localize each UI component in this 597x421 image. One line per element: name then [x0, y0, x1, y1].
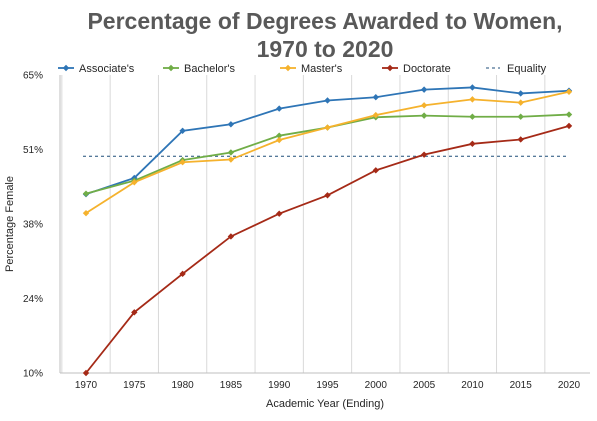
- legend-item-master-s: Master's: [280, 63, 343, 75]
- legend-label: Bachelor's: [184, 63, 236, 75]
- data-point: [324, 97, 331, 104]
- plot-area: 65% 51% 38% 24% 10% 1970 1975 1980 1985 1990 1995…: [23, 71, 590, 391]
- y-tick-label: 24%: [23, 294, 43, 305]
- data-point: [372, 167, 379, 174]
- legend-item-associate-s: Associate's: [58, 63, 135, 75]
- data-point: [82, 209, 90, 217]
- legend-label: Equality: [507, 63, 547, 75]
- x-tick-label: 2015: [510, 380, 533, 391]
- data-point: [82, 369, 90, 377]
- data-point: [469, 113, 476, 120]
- legend-marker: [167, 64, 175, 72]
- x-tick-label: 2000: [365, 380, 388, 391]
- x-tick-label: 1990: [268, 380, 291, 391]
- legend-marker: [62, 64, 70, 72]
- chart-title-line-1: Percentage of Degrees Awarded to Women,: [87, 8, 562, 34]
- data-point: [131, 309, 138, 316]
- data-point: [227, 233, 235, 240]
- chart-legend: Associate's Bachelor's Master's Doctorate Eq…: [58, 63, 547, 75]
- data-point: [420, 112, 428, 119]
- data-point: [324, 124, 331, 131]
- data-point: [469, 96, 476, 103]
- series-bachelor-s: [82, 111, 573, 197]
- data-point: [179, 127, 186, 135]
- data-point: [420, 102, 428, 109]
- data-point: [179, 270, 186, 278]
- x-tick-label: 2005: [413, 380, 436, 391]
- legend-marker: [386, 64, 394, 72]
- data-point: [517, 90, 524, 97]
- data-point: [420, 151, 428, 158]
- series-doctorate: [82, 122, 573, 377]
- series-master-s: [82, 88, 573, 217]
- data-point: [517, 99, 524, 106]
- legend-label: Master's: [301, 63, 343, 75]
- data-point: [372, 94, 379, 101]
- legend-label: Associate's: [79, 63, 135, 75]
- chart-title-line-2: 1970 to 2020: [257, 36, 394, 62]
- data-point: [131, 179, 138, 186]
- data-point: [469, 140, 476, 148]
- y-tick-label: 65%: [23, 71, 43, 82]
- data-point: [517, 136, 524, 143]
- data-point: [276, 132, 283, 139]
- legend-item-doctorate: Doctorate: [382, 63, 451, 75]
- y-axis-label: Percentage Female: [4, 176, 16, 272]
- data-point: [82, 190, 90, 197]
- y-tick-label: 38%: [23, 220, 43, 231]
- y-tick-label: 10%: [23, 369, 43, 380]
- data-point: [372, 111, 379, 119]
- data-point: [469, 84, 476, 91]
- data-point: [324, 192, 331, 199]
- legend-item-bachelor-s: Bachelor's: [163, 63, 236, 75]
- x-tick-label: 2010: [461, 380, 484, 391]
- legend-item-equality: Equality: [486, 63, 547, 75]
- data-point: [565, 88, 573, 95]
- data-point: [227, 149, 235, 156]
- legend-marker: [284, 64, 292, 72]
- data-point: [565, 111, 573, 118]
- data-point: [227, 121, 235, 128]
- data-point: [227, 156, 235, 163]
- x-tick-label: 2020: [558, 380, 581, 391]
- data-point: [179, 159, 186, 166]
- legend-label: Doctorate: [403, 63, 451, 75]
- x-tick-label: 1975: [123, 380, 146, 391]
- x-tick-label: 1980: [171, 380, 194, 391]
- data-point: [276, 210, 283, 217]
- data-point: [276, 105, 283, 112]
- data-point: [420, 86, 428, 93]
- y-tick-label: 51%: [23, 145, 43, 156]
- x-tick-label: 1995: [316, 380, 339, 391]
- data-point: [517, 113, 524, 120]
- y-axis-ticks: 65% 51% 38% 24% 10%: [23, 71, 43, 380]
- x-tick-label: 1985: [220, 380, 243, 391]
- series-group: [82, 84, 573, 377]
- x-axis-label: Academic Year (Ending): [266, 398, 384, 410]
- x-axis-ticks: 1970 1975 1980 1985 1990 1995 2000 2005 2010 2015…: [75, 380, 581, 391]
- data-point: [276, 136, 283, 144]
- data-point: [565, 122, 573, 130]
- grid-lines: [61, 75, 546, 373]
- x-tick-label: 1970: [75, 380, 98, 391]
